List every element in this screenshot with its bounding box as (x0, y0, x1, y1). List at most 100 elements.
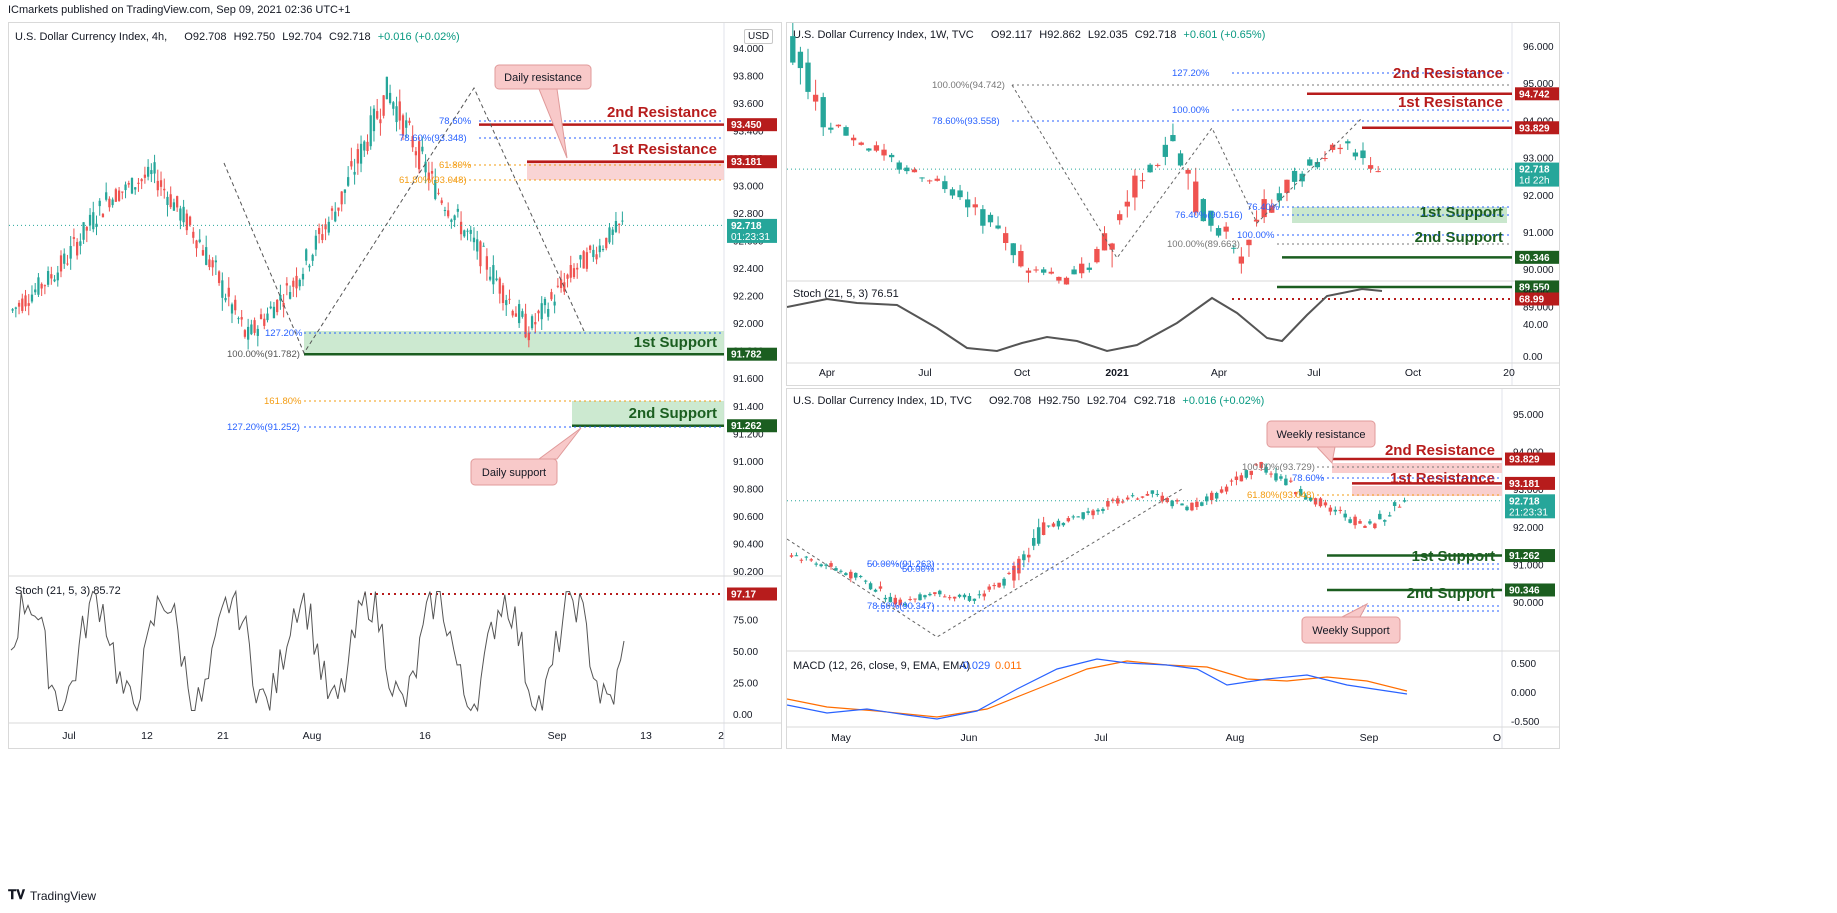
candle-weekly-candle (835, 124, 842, 127)
candle-4h-candle (556, 285, 559, 287)
candle-4h-candle (295, 275, 298, 289)
candle-4h-candle (605, 237, 608, 249)
chart-4h-canvas[interactable]: 94.00093.80093.60093.40093.20093.00092.8… (9, 23, 781, 748)
candle-4h-candle (576, 267, 579, 270)
candle-4h-candle (227, 287, 230, 297)
candle-4h-candle (263, 318, 266, 326)
candle-daily-candle (918, 594, 922, 601)
chart-daily-canvas[interactable]: 95.00094.00093.00092.00091.00090.0002nd … (787, 389, 1559, 748)
candle-weekly-candle (964, 199, 971, 208)
candle-daily-candle (1076, 516, 1080, 518)
tradingview-brand: TradingView (30, 888, 97, 903)
currency-label[interactable]: USD (744, 29, 774, 44)
time-tick-daily: Jun (961, 732, 978, 744)
macd-title: MACD (12, 26, close, 9, EMA, EMA) (793, 660, 970, 672)
candle-4h-candle (230, 304, 234, 314)
panel-weekly[interactable]: U.S. Dollar Currency Index, 1W, TVC O92.… (786, 22, 1560, 386)
candle-weekly-candle (1041, 269, 1047, 273)
candle-daily-candle (1274, 473, 1278, 481)
candle-weekly-candle (820, 97, 826, 128)
fib-label-daily: 78.60%(90.347) (867, 601, 935, 612)
candle-4h-candle (569, 264, 572, 278)
candle-daily-candle (1190, 502, 1194, 511)
candle-4h-candle (185, 213, 188, 231)
candle-daily-candle (883, 597, 888, 600)
candle-4h-candle (618, 223, 621, 225)
time-tick-daily: Aug (1226, 732, 1245, 744)
candle-daily-candle (1031, 537, 1036, 546)
candle-weekly-candle (911, 169, 918, 173)
candle-daily-candle (1185, 506, 1189, 511)
panel-4h[interactable]: U.S. Dollar Currency Index, 4h, O92.708 … (8, 22, 782, 749)
candle-4h-candle (292, 280, 295, 287)
candle-4h-candle (405, 120, 408, 128)
candle-daily-candle (943, 596, 947, 598)
candle-daily-candle (1298, 489, 1303, 496)
candle-4h-candle (479, 241, 482, 267)
candle-weekly-candle (1086, 267, 1092, 270)
candle-daily-candle (1313, 498, 1318, 505)
callout-weekly-support: Weekly Support (1312, 625, 1389, 637)
candle-weekly-candle (1071, 269, 1077, 275)
candle-daily-candle (1224, 486, 1229, 492)
candle-4h-candle (34, 289, 37, 293)
candle-4h-candle (282, 302, 285, 307)
candle-daily-candle (952, 596, 957, 599)
level-label-daily: 2nd Resistance (1385, 442, 1495, 459)
candle-4h-candle (388, 92, 392, 103)
candle-4h-candle (301, 273, 305, 280)
candle-4h-candle (524, 313, 527, 338)
candle-daily-candle (839, 570, 843, 572)
candle-daily-candle (1249, 470, 1253, 475)
level-4h-tag-bg (727, 419, 777, 433)
last-price-daily-tag-timer: 21:23:31 (1509, 507, 1548, 518)
candle-4h-candle (92, 212, 95, 230)
candle-weekly-candle (1299, 173, 1305, 182)
candle-4h-candle (250, 324, 253, 335)
candle-4h-candle (198, 239, 201, 243)
candle-4h-candle (153, 162, 156, 174)
candle-4h-candle (450, 219, 453, 222)
candle-daily-candle (1397, 506, 1402, 508)
candle-daily-candle (1116, 498, 1120, 504)
candle-4h-candle (21, 298, 24, 311)
resistance-zone-4h (527, 160, 724, 180)
chart-title-weekly: U.S. Dollar Currency Index, 1W, TVC O92.… (793, 29, 1266, 41)
candle-4h-candle (553, 301, 556, 306)
candle-daily-candle (1022, 554, 1026, 561)
level-weekly-tag: 93.829 (1519, 123, 1550, 134)
price-tick-4h: 91.400 (733, 402, 764, 413)
price-tick-4h: 93.000 (733, 182, 764, 193)
price-tick-daily: 92.000 (1513, 523, 1544, 534)
candle-weekly-candle (1352, 152, 1359, 157)
candle-4h-candle (530, 316, 534, 329)
candle-4h-candle (179, 208, 182, 221)
candle-daily-candle (829, 563, 833, 567)
candle-daily-candle (1046, 525, 1051, 527)
candle-4h-candle (563, 282, 566, 292)
tradingview-footer[interactable]: 𝐓𝐕 TradingView (8, 888, 96, 903)
time-tick-daily: Sep (1360, 732, 1379, 744)
panel-daily[interactable]: U.S. Dollar Currency Index, 1D, TVC O92.… (786, 388, 1560, 749)
stoch-4h-tag: 97.17 (731, 590, 756, 601)
candle-4h-candle (285, 283, 288, 286)
tradingview-logo-icon: 𝐓𝐕 (8, 888, 25, 903)
price-tick-4h: 93.600 (733, 99, 764, 110)
last-price-weekly-tag: 92.718 (1519, 165, 1550, 176)
candle-4h-candle (17, 302, 21, 307)
chart-weekly-canvas[interactable]: 96.00095.00094.00093.00092.00091.00090.0… (787, 23, 1559, 385)
fib-label-4h: 78.60% (439, 116, 472, 127)
candle-daily-candle (1318, 498, 1323, 507)
price-tick-4h: 92.000 (733, 319, 764, 330)
fib-label-weekly: 76.40% (1247, 202, 1280, 213)
stoch-tick-4h: 25.00 (733, 679, 758, 690)
time-tick-4h: Aug (303, 730, 322, 742)
candle-weekly-candle (1284, 179, 1290, 193)
candle-weekly-candle (797, 51, 804, 69)
time-tick-4h: Jul (62, 730, 75, 742)
candle-daily-candle (1323, 502, 1328, 506)
candle-4h-candle (124, 184, 127, 191)
candle-4h-candle (192, 231, 195, 238)
time-tick-4h: 12 (141, 730, 153, 742)
candle-daily-candle (1120, 501, 1125, 503)
